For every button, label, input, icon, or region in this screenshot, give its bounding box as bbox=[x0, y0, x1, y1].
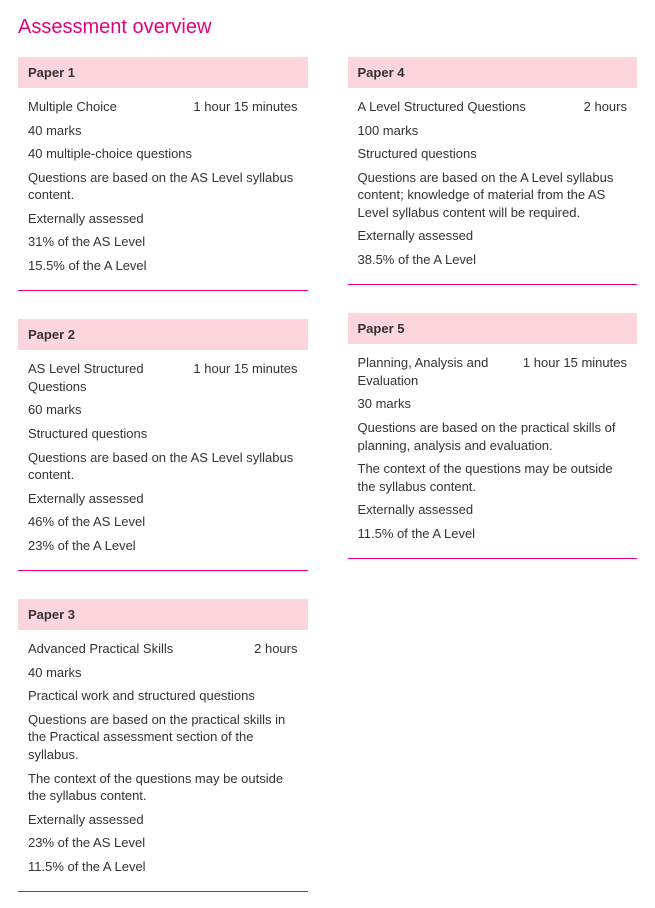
paper-detail-line: Questions are based on the A Level sylla… bbox=[358, 169, 628, 222]
paper-detail-line: 46% of the AS Level bbox=[28, 513, 298, 531]
left-column: Paper 1 Multiple Choice 1 hour 15 minutes 4… bbox=[18, 57, 308, 892]
paper-detail-line: 31% of the AS Level bbox=[28, 233, 298, 251]
paper-detail-line: Questions are based on the practical ski… bbox=[358, 419, 628, 454]
paper-detail-line: 38.5% of the A Level bbox=[358, 251, 628, 269]
paper-detail-line: Practical work and structured questions bbox=[28, 687, 298, 705]
paper-duration: 2 hours bbox=[254, 640, 297, 658]
paper-duration: 1 hour 15 minutes bbox=[523, 354, 627, 372]
paper-card-paper5: Paper 5 Planning, Analysis and Evaluation… bbox=[348, 313, 638, 559]
paper-detail-line: The context of the questions may be outs… bbox=[358, 460, 628, 495]
paper-card-paper1: Paper 1 Multiple Choice 1 hour 15 minutes 4… bbox=[18, 57, 308, 291]
paper-type: Planning, Analysis and Evaluation bbox=[358, 354, 511, 389]
paper-detail-line: 15.5% of the A Level bbox=[28, 257, 298, 275]
paper-detail-line: 40 multiple-choice questions bbox=[28, 145, 298, 163]
paper-duration: 1 hour 15 minutes bbox=[193, 98, 297, 116]
paper-body: A Level Structured Questions 2 hours 100 m… bbox=[348, 88, 638, 284]
paper-marks: 60 marks bbox=[28, 401, 298, 419]
paper-detail-line: 23% of the AS Level bbox=[28, 834, 298, 852]
paper-detail-line: Externally assessed bbox=[28, 811, 298, 829]
paper-marks: 30 marks bbox=[358, 395, 628, 413]
paper-top-line: AS Level Structured Questions 1 hour 15 m… bbox=[28, 360, 298, 395]
paper-detail-line: 11.5% of the A Level bbox=[358, 525, 628, 543]
paper-card-paper2: Paper 2 AS Level Structured Questions 1 ho… bbox=[18, 319, 308, 571]
paper-type: Multiple Choice bbox=[28, 98, 181, 116]
paper-detail-line: Externally assessed bbox=[28, 210, 298, 228]
paper-detail-line: The context of the questions may be outs… bbox=[28, 770, 298, 805]
paper-detail-line: 23% of the A Level bbox=[28, 537, 298, 555]
paper-detail-line: Externally assessed bbox=[358, 227, 628, 245]
paper-type: A Level Structured Questions bbox=[358, 98, 572, 116]
paper-detail-line: Questions are based on the AS Level syll… bbox=[28, 449, 298, 484]
paper-duration: 1 hour 15 minutes bbox=[193, 360, 297, 378]
paper-card-paper3: Paper 3 Advanced Practical Skills 2 hours 4… bbox=[18, 599, 308, 892]
paper-detail-line: Structured questions bbox=[358, 145, 628, 163]
paper-marks: 40 marks bbox=[28, 664, 298, 682]
paper-type: AS Level Structured Questions bbox=[28, 360, 181, 395]
paper-body: Advanced Practical Skills 2 hours 40 marks… bbox=[18, 630, 308, 891]
paper-top-line: Planning, Analysis and Evaluation 1 hour … bbox=[358, 354, 628, 389]
paper-detail-line: Externally assessed bbox=[358, 501, 628, 519]
paper-header: Paper 1 bbox=[18, 57, 308, 88]
paper-card-paper4: Paper 4 A Level Structured Questions 2 hou… bbox=[348, 57, 638, 285]
paper-top-line: Advanced Practical Skills 2 hours bbox=[28, 640, 298, 658]
paper-body: Planning, Analysis and Evaluation 1 hour … bbox=[348, 344, 638, 558]
paper-detail-line: Questions are based on the AS Level syll… bbox=[28, 169, 298, 204]
paper-body: Multiple Choice 1 hour 15 minutes 40 marks… bbox=[18, 88, 308, 290]
columns-container: Paper 1 Multiple Choice 1 hour 15 minutes 4… bbox=[18, 57, 637, 892]
paper-header: Paper 2 bbox=[18, 319, 308, 350]
paper-marks: 100 marks bbox=[358, 122, 628, 140]
paper-detail-line: Externally assessed bbox=[28, 490, 298, 508]
page-title: Assessment overview bbox=[18, 16, 637, 39]
right-column: Paper 4 A Level Structured Questions 2 hou… bbox=[348, 57, 638, 892]
paper-type: Advanced Practical Skills bbox=[28, 640, 242, 658]
paper-header: Paper 3 bbox=[18, 599, 308, 630]
paper-top-line: Multiple Choice 1 hour 15 minutes bbox=[28, 98, 298, 116]
paper-top-line: A Level Structured Questions 2 hours bbox=[358, 98, 628, 116]
paper-marks: 40 marks bbox=[28, 122, 298, 140]
paper-duration: 2 hours bbox=[584, 98, 627, 116]
paper-header: Paper 4 bbox=[348, 57, 638, 88]
paper-header: Paper 5 bbox=[348, 313, 638, 344]
paper-detail-line: Questions are based on the practical ski… bbox=[28, 711, 298, 764]
paper-detail-line: Structured questions bbox=[28, 425, 298, 443]
paper-body: AS Level Structured Questions 1 hour 15 m… bbox=[18, 350, 308, 570]
paper-detail-line: 11.5% of the A Level bbox=[28, 858, 298, 876]
